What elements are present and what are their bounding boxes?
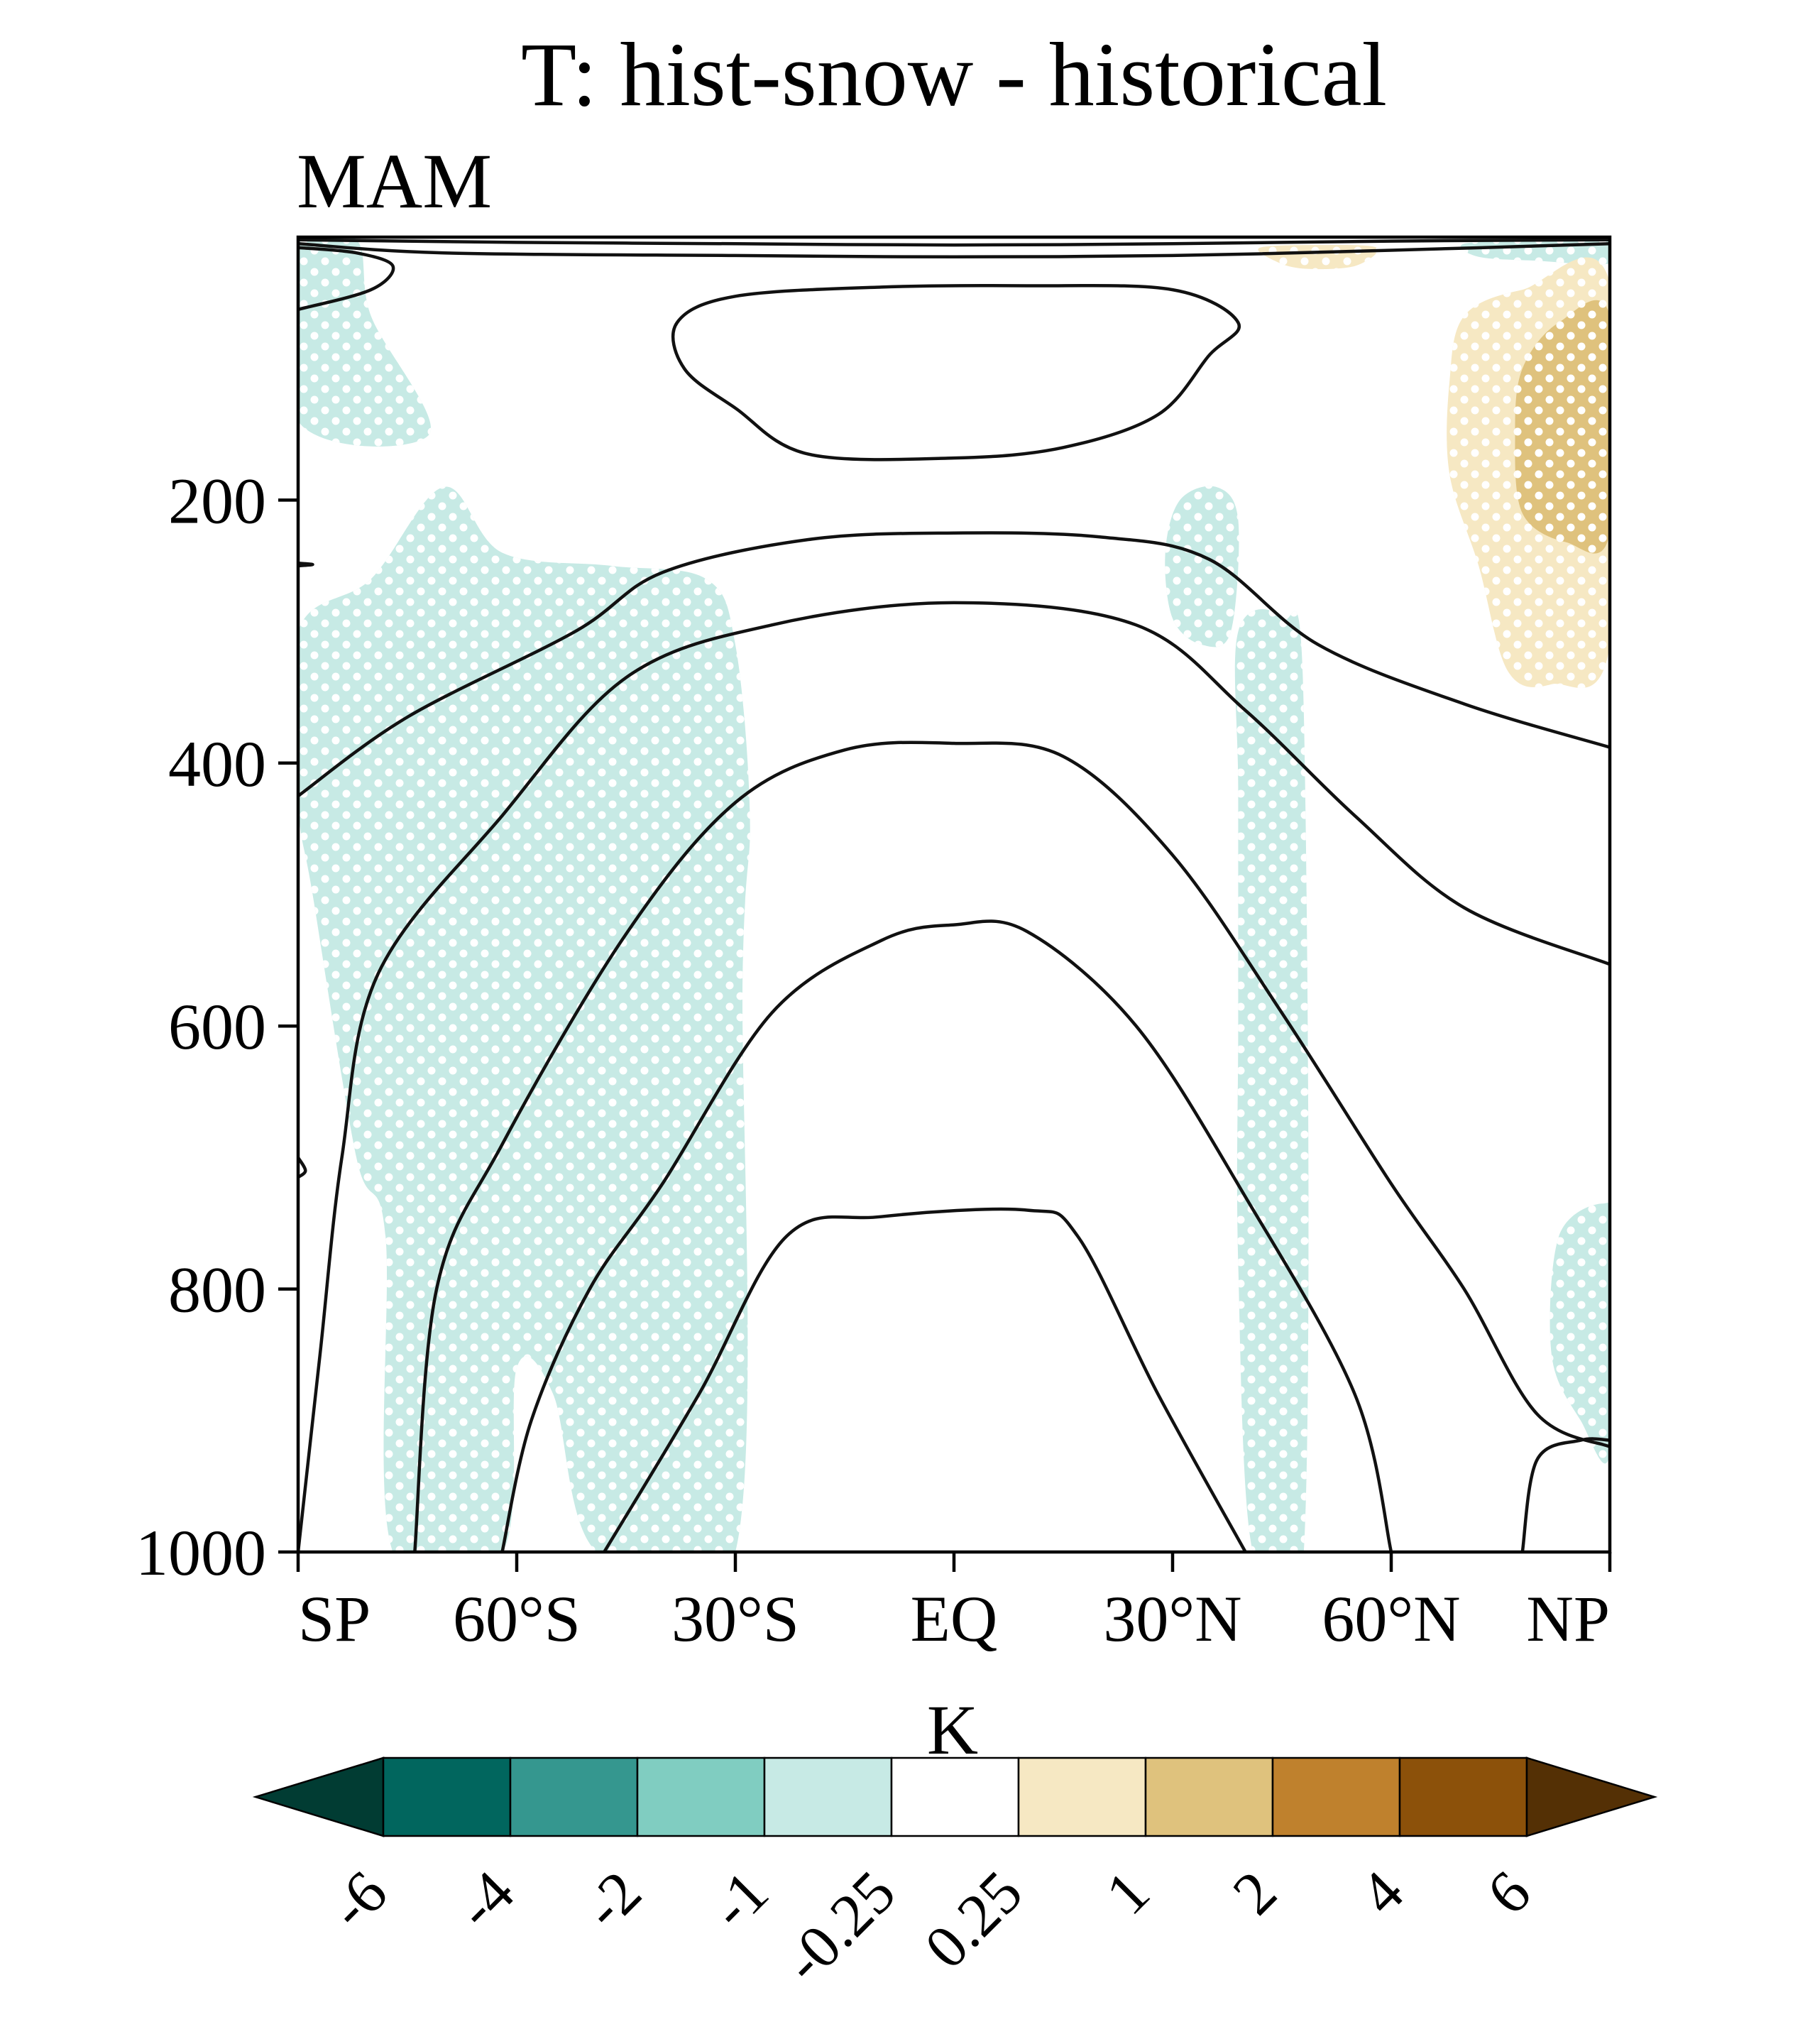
colorbar-label-4: -1 (697, 1858, 781, 1942)
colorbar-swatch-7 (1144, 1756, 1274, 1837)
colorbar-label-5: -0.25 (770, 1858, 909, 1996)
x-tick-label-4: EQ (911, 1583, 998, 1655)
colorbar-extend-high (1525, 1756, 1658, 1837)
colorbar-swatch-9 (1398, 1756, 1528, 1837)
x-tick-label-6: 60°N (1322, 1583, 1460, 1655)
plot-area: SP 60°S 30°S EQ 30°N 60°N NP 200 400 600 800 1000 (136, 235, 1612, 1655)
stipple-region-9 (1515, 300, 1610, 554)
stipple-region-3 (1165, 486, 1239, 647)
contour-line-9 (602, 1207, 1247, 1552)
y-tick-label-4: 800 (168, 1254, 266, 1326)
colorbar-labels: -6 -4 -2 -1-0.25 0.25 1 2 4 6 (316, 1858, 1544, 1996)
stipple-region-5 (1550, 1203, 1610, 1464)
colorbar-swatch-8 (1271, 1756, 1401, 1837)
colorbar-label-9: 4 (1346, 1858, 1416, 1928)
y-tick-label-3: 600 (168, 990, 266, 1063)
contour-line-11 (298, 1156, 307, 1179)
contour-line-10 (1520, 1437, 1610, 1552)
contour-line-6 (298, 601, 1610, 1552)
stipple-region-8 (1258, 244, 1378, 270)
y-tick-label-1: 200 (168, 464, 266, 537)
contour-line-7 (413, 740, 1610, 1552)
contour-line-5 (298, 531, 1610, 798)
stipple-region-1 (298, 237, 431, 447)
x-tick-label-1: SP (298, 1583, 371, 1655)
season-label: MAM (297, 138, 492, 224)
colorbar-swatches (252, 1756, 1658, 1837)
colorbar-label-7: 1 (1092, 1858, 1162, 1928)
colorbar-label-3: -2 (570, 1858, 654, 1942)
stipple-region-2 (298, 486, 750, 1552)
colorbar-label-2: -4 (443, 1858, 527, 1942)
stipple-region-4 (1234, 609, 1309, 1552)
x-axis: SP 60°S 30°S EQ 30°N 60°N NP (296, 1552, 1612, 1655)
contour-line-2 (298, 238, 1610, 247)
colorbar-swatch-5 (890, 1756, 1020, 1837)
x-tick-label-3: 30°S (671, 1583, 799, 1655)
colorbar-swatch-3 (636, 1756, 766, 1837)
y-tick-label-2: 400 (168, 728, 266, 800)
colorbar-swatch-4 (763, 1756, 893, 1837)
y-axis: 200 400 600 800 1000 (136, 464, 298, 1589)
contour-line-1 (298, 242, 1610, 259)
contour-line-12 (298, 562, 314, 568)
colorbar-unit: K (927, 1690, 978, 1769)
x-tick-label-2: 60°S (453, 1583, 581, 1655)
colorbar-label-10: 6 (1474, 1858, 1543, 1928)
colorbar-swatch-1 (382, 1756, 512, 1837)
contour-line-3 (298, 246, 395, 312)
colorbar-label-6: 0.25 (911, 1858, 1035, 1982)
colorbar-label-1: -6 (316, 1858, 400, 1942)
contour-line-4 (671, 283, 1241, 461)
contour-line-8 (500, 919, 1393, 1552)
contour-lines (298, 238, 1610, 1552)
colorbar-label-8: 2 (1219, 1858, 1289, 1928)
y-tick-label-5: 1000 (136, 1516, 266, 1589)
colorbar-swatch-6 (1017, 1756, 1147, 1837)
chart-title: T: hist-snow - historical (521, 24, 1387, 125)
colorbar: K -6 -4 -2 -1-0.25 0.25 1 2 4 6 (252, 1690, 1658, 1996)
colorbar-swatch-2 (509, 1756, 639, 1837)
x-tick-label-5: 30°N (1103, 1583, 1241, 1655)
x-tick-label-7: NP (1526, 1583, 1610, 1655)
colorbar-extend-low (252, 1756, 385, 1837)
